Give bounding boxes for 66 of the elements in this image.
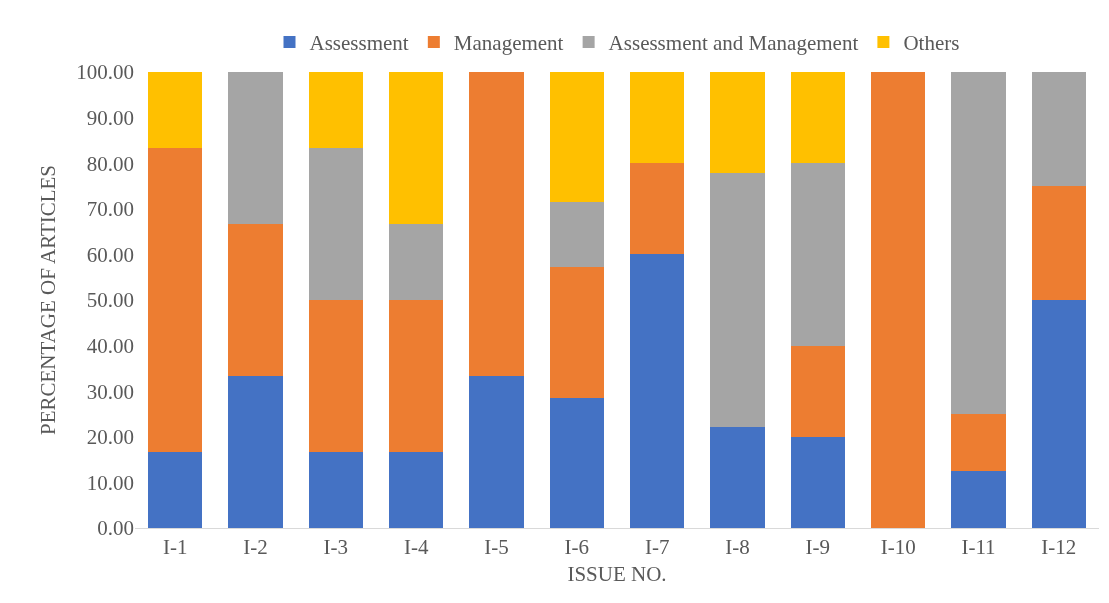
bar — [549, 72, 605, 202]
x-tick-label: I-5 — [484, 535, 509, 560]
bar — [710, 173, 765, 427]
bar — [629, 254, 685, 528]
y-tick-label: 40.00 — [86, 333, 134, 358]
x-tick-label: I-11 — [961, 535, 996, 560]
x-tick-label: I-4 — [403, 535, 429, 560]
y-tick-label: 20.00 — [86, 425, 134, 450]
bar — [469, 376, 524, 528]
bar — [951, 471, 1006, 528]
bar — [951, 414, 1006, 471]
bar — [308, 451, 364, 528]
bar — [549, 267, 605, 398]
y-tick-label: 80.00 — [86, 151, 134, 176]
bar — [388, 223, 444, 300]
bar — [147, 451, 203, 528]
bar — [1031, 186, 1087, 300]
bar — [790, 72, 846, 164]
x-tick-label: I-3 — [323, 535, 349, 560]
y-tick-label: 50.00 — [86, 288, 134, 313]
y-tick-label: 60.00 — [86, 242, 134, 267]
bar — [308, 72, 364, 149]
bar — [629, 163, 685, 255]
x-tick-label: I-2 — [243, 535, 268, 560]
x-tick-label: I-12 — [1041, 535, 1077, 560]
bar — [1031, 300, 1087, 528]
x-tick-label: I-7 — [644, 535, 670, 560]
bar — [388, 451, 444, 528]
legend-label: Others — [903, 31, 960, 56]
bar — [790, 163, 846, 346]
bar — [147, 72, 203, 149]
bar — [228, 376, 283, 528]
legend-label: Assessment — [309, 31, 409, 56]
bar — [710, 72, 765, 174]
bar — [629, 72, 685, 164]
y-axis-title: PERCENTAGE OF ARTICLES — [36, 164, 61, 436]
bar — [790, 345, 846, 437]
y-tick-label: 30.00 — [86, 379, 134, 404]
bar — [790, 436, 846, 528]
bar — [469, 72, 524, 377]
bar — [549, 201, 605, 268]
y-tick-label: 70.00 — [86, 197, 134, 222]
x-tick-label: I-10 — [880, 535, 916, 560]
bar — [1031, 72, 1087, 186]
bar — [388, 300, 444, 452]
x-tick-label: I-6 — [564, 535, 590, 560]
y-tick-label: 0.00 — [97, 516, 134, 541]
bar — [228, 223, 283, 377]
y-tick-label: 90.00 — [86, 105, 134, 130]
x-axis-title: ISSUE NO. — [567, 562, 667, 587]
bar — [147, 148, 203, 452]
bar — [951, 72, 1006, 414]
y-tick-label: 100.00 — [76, 60, 134, 85]
bar — [228, 72, 283, 224]
bar — [308, 148, 364, 300]
bar — [870, 72, 926, 528]
bar — [549, 397, 605, 528]
y-tick-label: 10.00 — [86, 470, 134, 495]
x-tick-label: I-8 — [725, 535, 750, 560]
x-tick-label: I-1 — [162, 535, 188, 560]
bar — [388, 72, 444, 224]
bar — [710, 426, 765, 528]
legend-label: Assessment and Management — [608, 31, 859, 56]
legend-label: Management — [453, 31, 564, 56]
bar — [308, 300, 364, 452]
x-tick-label: I-9 — [805, 535, 831, 560]
